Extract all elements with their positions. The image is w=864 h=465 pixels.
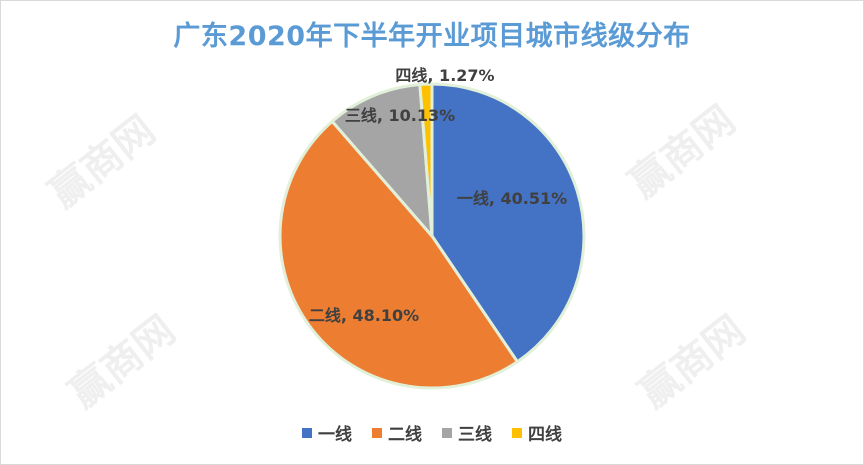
legend-label: 二线 bbox=[388, 425, 422, 445]
pie-slices bbox=[278, 82, 586, 390]
legend-item-tier2: 二线 bbox=[372, 420, 422, 445]
legend-label: 三线 bbox=[458, 425, 492, 445]
pie-slice-tier4 bbox=[418, 82, 434, 237]
pie-slice-tier2 bbox=[278, 119, 520, 390]
legend: 一线 二线 三线 四线 bbox=[0, 420, 864, 445]
legend-item-tier4: 四线 bbox=[512, 420, 562, 445]
legend-swatch bbox=[372, 427, 382, 438]
pie-slice-tier1 bbox=[430, 82, 586, 364]
legend-swatch bbox=[302, 427, 312, 438]
data-label-tier2: 二线, 48.10% bbox=[309, 306, 419, 325]
chart-title: 广东2020年下半年开业项目城市线级分布 bbox=[173, 21, 691, 52]
data-label-tier1: 一线, 40.51% bbox=[457, 189, 567, 208]
legend-swatch bbox=[512, 427, 522, 438]
legend-label: 四线 bbox=[528, 425, 562, 445]
data-label-tier3: 三线, 10.13% bbox=[345, 106, 455, 125]
pie-slice-tier3 bbox=[330, 82, 434, 241]
data-labels: 一线, 40.51% 二线, 48.10% 三线, 10.13% 四线, 1.27% bbox=[309, 66, 567, 325]
legend-item-tier1: 一线 bbox=[302, 420, 352, 445]
legend-swatch bbox=[442, 427, 452, 438]
legend-label: 一线 bbox=[318, 425, 352, 445]
legend-item-tier3: 三线 bbox=[442, 420, 492, 445]
data-label-tier4: 四线, 1.27% bbox=[395, 66, 494, 85]
